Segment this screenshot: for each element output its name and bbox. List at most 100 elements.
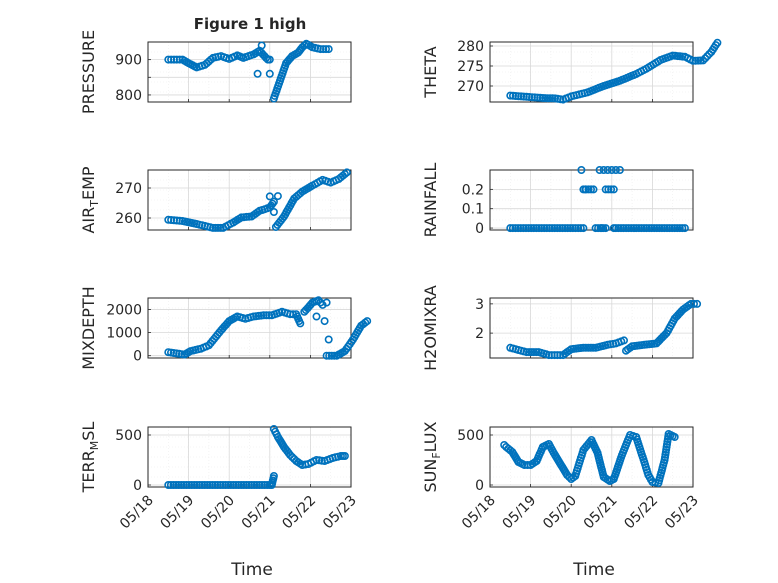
data-point <box>198 480 207 489</box>
x-tick-label: 05/22 <box>279 493 319 533</box>
data-point <box>517 92 526 101</box>
x-tick-label: 05/22 <box>621 493 661 533</box>
data-point <box>655 224 664 233</box>
subplot-4: 0 0.1 0.2 RAINFALL <box>421 163 694 237</box>
data-point <box>566 224 575 233</box>
axes-box <box>489 41 694 103</box>
data-point <box>265 192 274 201</box>
data-point <box>214 223 223 232</box>
data-point <box>519 224 528 233</box>
y-tick-label: 2 <box>475 326 484 342</box>
y-axis-label: H2OMIXRA <box>421 285 440 371</box>
data-point <box>324 335 333 344</box>
data-point <box>701 54 710 63</box>
data-point <box>175 55 184 64</box>
x-tick-label: 05/23 <box>662 493 702 533</box>
data-point <box>179 480 188 489</box>
data-point <box>574 224 583 233</box>
data-point <box>699 56 708 65</box>
subplot-grid: 800 900 PRESSURE 270 275 280 THETA 260 270 AIRTEM… <box>79 30 722 533</box>
data-point <box>647 224 656 233</box>
data-point <box>205 480 214 489</box>
data-point <box>536 93 545 102</box>
data-point <box>597 224 606 233</box>
axes-box <box>489 297 694 359</box>
data-point <box>506 224 515 233</box>
data-point <box>224 480 233 489</box>
x-tick-label: 05/21 <box>581 493 621 533</box>
y-tick-label: 0.1 <box>462 202 484 218</box>
subplot-7: 0 500 05/18 05/19 05/20 05/21 05/22 05/23 TERRMS… <box>79 422 360 533</box>
x-tick-label: 05/20 <box>540 493 580 533</box>
data-point <box>226 480 235 489</box>
data-point <box>533 93 542 102</box>
data-point <box>192 480 201 489</box>
subplot-5: 0 1000 2000 MIXDEPTH <box>79 286 372 370</box>
data-point <box>175 216 184 225</box>
data-point <box>537 224 546 233</box>
data-point <box>604 185 613 194</box>
data-point <box>252 480 261 489</box>
data-point <box>650 224 659 233</box>
data-point <box>269 471 278 480</box>
data-point <box>607 166 616 175</box>
y-axis-label-rest: SL <box>79 422 98 441</box>
data-point <box>250 480 259 489</box>
data-point <box>675 224 684 233</box>
data-point <box>363 317 372 326</box>
data-point <box>253 69 262 78</box>
x-axis-label-right: Time <box>572 560 615 580</box>
data-point <box>288 452 297 461</box>
data-point <box>609 185 618 194</box>
data-point <box>545 224 554 233</box>
subplot-1: 800 900 PRESSURE <box>79 30 352 114</box>
data-point <box>637 224 646 233</box>
data-point <box>324 45 333 54</box>
data-point <box>634 224 643 233</box>
data-point <box>579 224 588 233</box>
data-point <box>508 91 517 100</box>
data-point <box>340 451 349 460</box>
y-tick-label: 270 <box>457 79 484 95</box>
data-point <box>624 224 633 233</box>
data-point <box>522 348 531 357</box>
data-point <box>548 224 557 233</box>
y-tick-label: 500 <box>457 428 484 444</box>
y-tick-label: 0.2 <box>462 182 484 198</box>
y-axis-label-main: MIXDEPTH <box>79 286 98 369</box>
data-point <box>259 311 268 320</box>
y-axis-label-main: THETA <box>421 46 440 98</box>
data-point <box>576 224 585 233</box>
data-point <box>340 170 349 179</box>
data-point <box>713 38 722 47</box>
data-point <box>521 224 530 233</box>
data-point <box>166 480 175 489</box>
y-tick-label: 1000 <box>106 326 142 342</box>
data-point <box>257 41 266 50</box>
data-point <box>609 224 618 233</box>
data-point <box>195 480 204 489</box>
data-point <box>577 166 586 175</box>
data-point <box>269 197 278 206</box>
data-point <box>556 351 565 360</box>
data-point <box>527 93 536 102</box>
y-axis-label: AIRTEMP <box>79 166 101 233</box>
data-point <box>200 480 209 489</box>
x-tick-label: 05/18 <box>117 493 157 533</box>
axes-box <box>489 169 694 231</box>
axes-box <box>147 41 352 103</box>
y-axis-label-main: PRESSURE <box>79 30 98 114</box>
data-point <box>584 185 593 194</box>
data-point <box>316 45 325 54</box>
y-axis-label-main: AIR <box>79 207 98 234</box>
data-point <box>211 480 220 489</box>
data-point <box>525 93 534 102</box>
data-point <box>232 480 241 489</box>
x-tick-label: 05/18 <box>459 493 499 533</box>
data-point <box>325 351 334 360</box>
data-point <box>558 224 567 233</box>
subplot-2: 270 275 280 THETA <box>421 38 722 104</box>
data-point <box>265 69 274 78</box>
data-point <box>273 192 282 201</box>
